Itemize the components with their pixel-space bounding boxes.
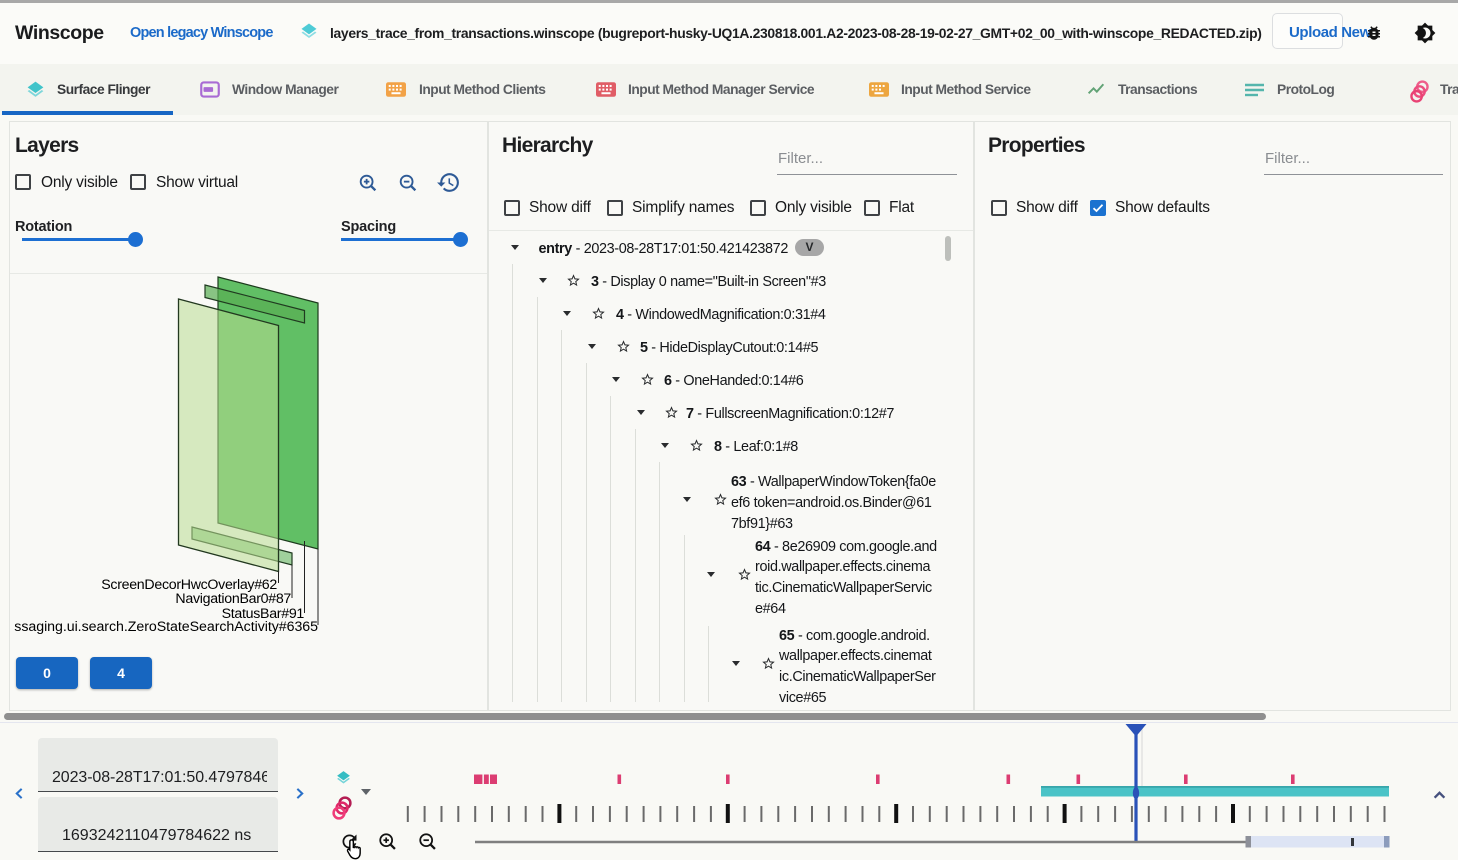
- svg-text:ScreenDecorHwcOverlay#62: ScreenDecorHwcOverlay#62: [101, 577, 277, 593]
- svg-text:StatusBar#91: StatusBar#91: [222, 606, 305, 622]
- svg-text:NavigationBar0#87: NavigationBar0#87: [175, 591, 291, 607]
- svg-text:ssaging.ui.search.ZeroStateSea: ssaging.ui.search.ZeroStateSearchActivit…: [14, 619, 318, 635]
